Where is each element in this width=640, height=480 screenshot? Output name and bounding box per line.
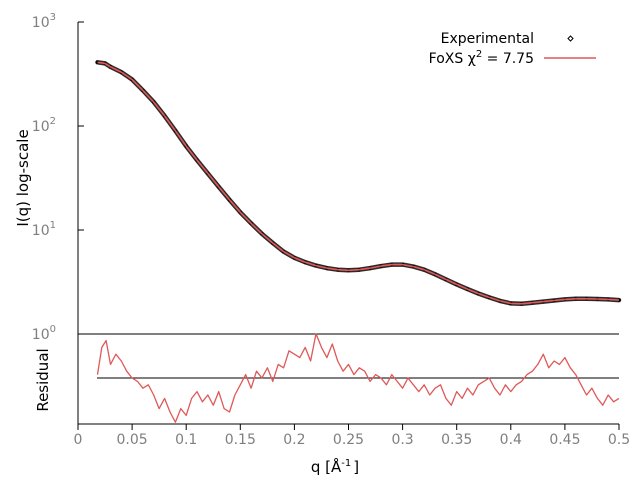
y-tick-label: 101 xyxy=(32,220,56,239)
residual-trace xyxy=(96,333,620,423)
x-tick-label: 0.15 xyxy=(225,432,256,448)
legend-label-experimental: Experimental xyxy=(441,31,534,47)
x-tick-label: 0.1 xyxy=(175,432,197,448)
x-axis-label-end: ] xyxy=(353,458,359,476)
foxs-fit-line xyxy=(97,61,620,305)
y-tick-exp: 3 xyxy=(50,12,56,23)
legend-label-foxs-sup: 2 xyxy=(476,49,482,60)
y-axis-label-residual: Residual xyxy=(34,348,52,411)
y-tick-label: 100 xyxy=(32,324,56,343)
x-tick-label: 0.35 xyxy=(441,432,472,448)
y-tick-base: 10 xyxy=(32,223,50,239)
x-tick-label: 0.3 xyxy=(391,432,413,448)
x-tick-label: 0 xyxy=(74,432,83,448)
y-tick-exp: 2 xyxy=(50,116,56,127)
legend-label-foxs-name: FoXS χ xyxy=(429,51,476,67)
y-axis-label-top: I(q) log-scale xyxy=(14,129,32,226)
experimental-trace xyxy=(95,60,622,307)
y-tick-base: 10 xyxy=(32,327,50,343)
y-tick-label: 103 xyxy=(32,12,56,31)
x-tick-label: 0.05 xyxy=(117,432,148,448)
legend-label-foxs-suffix: = 7.75 xyxy=(482,51,534,67)
y-tick-base: 10 xyxy=(32,15,50,31)
experimental-points xyxy=(95,60,621,306)
x-axis-label-main: q [Å xyxy=(311,457,342,476)
y-tick-exp: 0 xyxy=(50,324,56,335)
x-tick-label: 0.2 xyxy=(283,432,305,448)
legend: Experimental FoXS χ2 = 7.75 xyxy=(429,31,596,67)
x-tick-label: 0.5 xyxy=(608,432,630,448)
x-tick-label: 0.45 xyxy=(549,432,580,448)
y-tick-label: 102 xyxy=(32,116,56,135)
x-axis-label-sup: -1 xyxy=(341,458,351,469)
x-tick-label: 0.4 xyxy=(500,432,522,448)
residual-panel xyxy=(77,333,620,425)
y-tick-base: 10 xyxy=(32,119,50,135)
legend-label-foxs: FoXS χ2 = 7.75 xyxy=(429,49,534,67)
legend-marker-experimental xyxy=(567,35,574,42)
x-axis-ticks: 0 0.05 0.1 0.15 0.2 0.25 0.3 0.35 0.4 0.45 0.5 xyxy=(74,424,630,448)
x-tick-label: 0.25 xyxy=(333,432,364,448)
x-axis-label: q [Å-1] xyxy=(311,457,359,476)
y-tick-exp: 1 xyxy=(50,220,56,231)
